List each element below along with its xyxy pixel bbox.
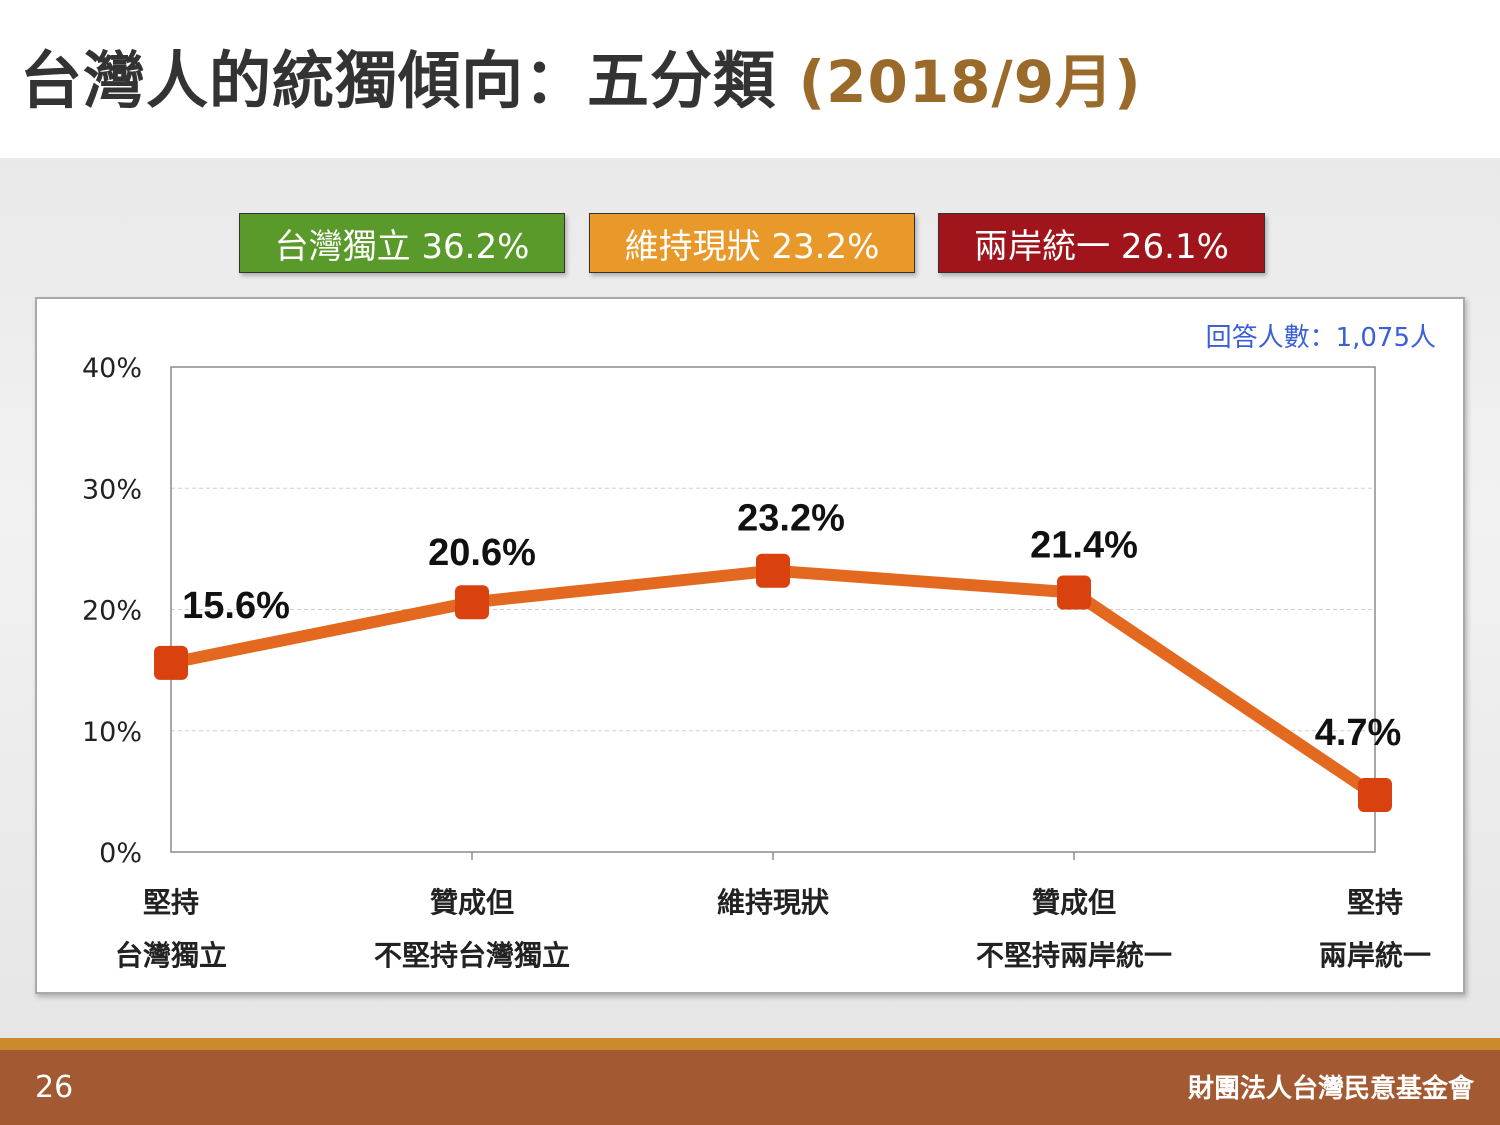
x-category-label: 贊成但 [1032,886,1116,919]
badge-status-quo: 維持現狀 23.2% [589,213,915,273]
x-category-label: 兩岸統一 [1319,939,1431,972]
x-category-label: 不堅持台灣獨立 [374,939,570,972]
y-tick-label: 20% [82,596,142,627]
title-main: 台灣人的統獨傾向：五分類 [20,44,777,117]
y-tick-label: 40% [82,353,142,384]
data-label: 20.6% [428,532,536,574]
footer-stripe [0,1038,1500,1050]
respondents-count: 回答人數：1,075人 [1205,323,1436,353]
x-category-label: 堅持 [143,886,199,919]
data-point-marker [1358,778,1392,813]
data-label: 23.2% [737,498,845,540]
x-category-label: 贊成但 [430,886,514,919]
title-date: (2018/9月) [798,48,1142,116]
y-tick-label: 30% [82,474,142,505]
data-point-marker [1057,575,1091,610]
badge-taiwan-independence: 台灣獨立 36.2% [239,213,565,273]
organization-name: 財團法人台灣民意基金會 [1187,1074,1474,1104]
x-category-label: 台灣獨立 [115,939,227,972]
y-tick-label: 0% [99,838,142,869]
data-label: 21.4% [1030,525,1138,567]
data-label: 15.6% [182,585,290,627]
x-category-label: 維持現狀 [717,886,829,919]
data-point-marker [154,645,188,680]
page-number: 26 [35,1070,74,1105]
x-category-label: 不堅持兩岸統一 [976,939,1172,972]
y-tick-label: 10% [82,717,142,748]
footer-bar [0,1050,1500,1125]
badge-unification: 兩岸統一 26.1% [938,213,1265,273]
data-label: 4.7% [1315,712,1402,754]
data-point-marker [756,553,790,588]
series-line [165,564,1381,802]
data-point-marker [455,585,489,620]
x-category-label: 堅持 [1347,886,1403,919]
title-bar: 台灣人的統獨傾向：五分類 (2018/9月) [0,0,1500,158]
page-title: 台灣人的統獨傾向：五分類 (2018/9月) [20,30,1142,120]
